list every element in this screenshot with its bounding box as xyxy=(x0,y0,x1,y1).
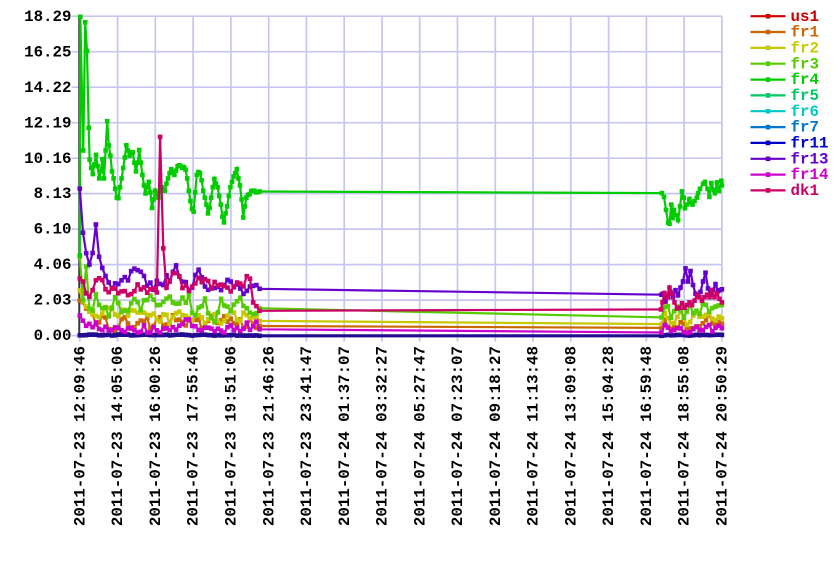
svg-text:fr4: fr4 xyxy=(791,71,820,89)
svg-text:2011-07-24 01:37:07: 2011-07-24 01:37:07 xyxy=(336,346,354,526)
svg-text:8.13: 8.13 xyxy=(34,185,72,203)
svg-text:us1: us1 xyxy=(791,8,819,26)
svg-text:fr2: fr2 xyxy=(791,40,819,58)
svg-text:fr11: fr11 xyxy=(791,135,829,153)
svg-text:2011-07-24 03:32:27: 2011-07-24 03:32:27 xyxy=(374,346,392,526)
svg-text:14.22: 14.22 xyxy=(24,79,71,97)
svg-text:fr6: fr6 xyxy=(791,103,819,121)
svg-text:2011-07-23 12:09:46: 2011-07-23 12:09:46 xyxy=(71,346,89,526)
svg-text:2011-07-23 14:05:06: 2011-07-23 14:05:06 xyxy=(109,346,127,526)
svg-text:fr5: fr5 xyxy=(791,87,819,105)
svg-text:dk1: dk1 xyxy=(791,182,819,200)
svg-text:18.29: 18.29 xyxy=(24,8,71,26)
svg-text:2011-07-23 16:00:26: 2011-07-23 16:00:26 xyxy=(147,346,165,526)
svg-text:fr3: fr3 xyxy=(791,55,819,73)
svg-text:2011-07-24 18:55:08: 2011-07-24 18:55:08 xyxy=(676,346,694,526)
svg-text:2011-07-24 05:27:47: 2011-07-24 05:27:47 xyxy=(411,346,429,526)
svg-text:fr7: fr7 xyxy=(791,119,819,137)
svg-text:2011-07-23 17:55:46: 2011-07-23 17:55:46 xyxy=(185,346,203,526)
svg-text:fr13: fr13 xyxy=(791,150,829,168)
svg-text:fr1: fr1 xyxy=(791,24,819,42)
svg-text:2011-07-24 09:18:27: 2011-07-24 09:18:27 xyxy=(487,346,505,526)
svg-text:2011-07-23 23:41:47: 2011-07-23 23:41:47 xyxy=(298,346,316,526)
svg-text:fr14: fr14 xyxy=(791,166,829,184)
svg-text:10.16: 10.16 xyxy=(24,150,71,168)
svg-text:2011-07-24 07:23:07: 2011-07-24 07:23:07 xyxy=(449,346,467,526)
svg-text:2011-07-23 21:46:26: 2011-07-23 21:46:26 xyxy=(260,346,278,526)
svg-text:2011-07-24 16:59:48: 2011-07-24 16:59:48 xyxy=(638,346,656,526)
svg-text:16.25: 16.25 xyxy=(24,43,71,61)
svg-text:0.00: 0.00 xyxy=(34,327,72,345)
svg-text:2011-07-24 11:13:48: 2011-07-24 11:13:48 xyxy=(525,346,543,526)
svg-text:2.03: 2.03 xyxy=(34,292,72,310)
svg-text:2011-07-24 15:04:28: 2011-07-24 15:04:28 xyxy=(600,346,618,526)
svg-text:6.10: 6.10 xyxy=(34,221,72,239)
svg-text:2011-07-24 13:09:08: 2011-07-24 13:09:08 xyxy=(562,346,580,526)
svg-text:2011-07-24 20:50:29: 2011-07-24 20:50:29 xyxy=(714,346,732,526)
svg-text:12.19: 12.19 xyxy=(24,114,71,132)
svg-text:4.06: 4.06 xyxy=(34,256,72,274)
svg-text:2011-07-23 19:51:06: 2011-07-23 19:51:06 xyxy=(223,346,241,526)
